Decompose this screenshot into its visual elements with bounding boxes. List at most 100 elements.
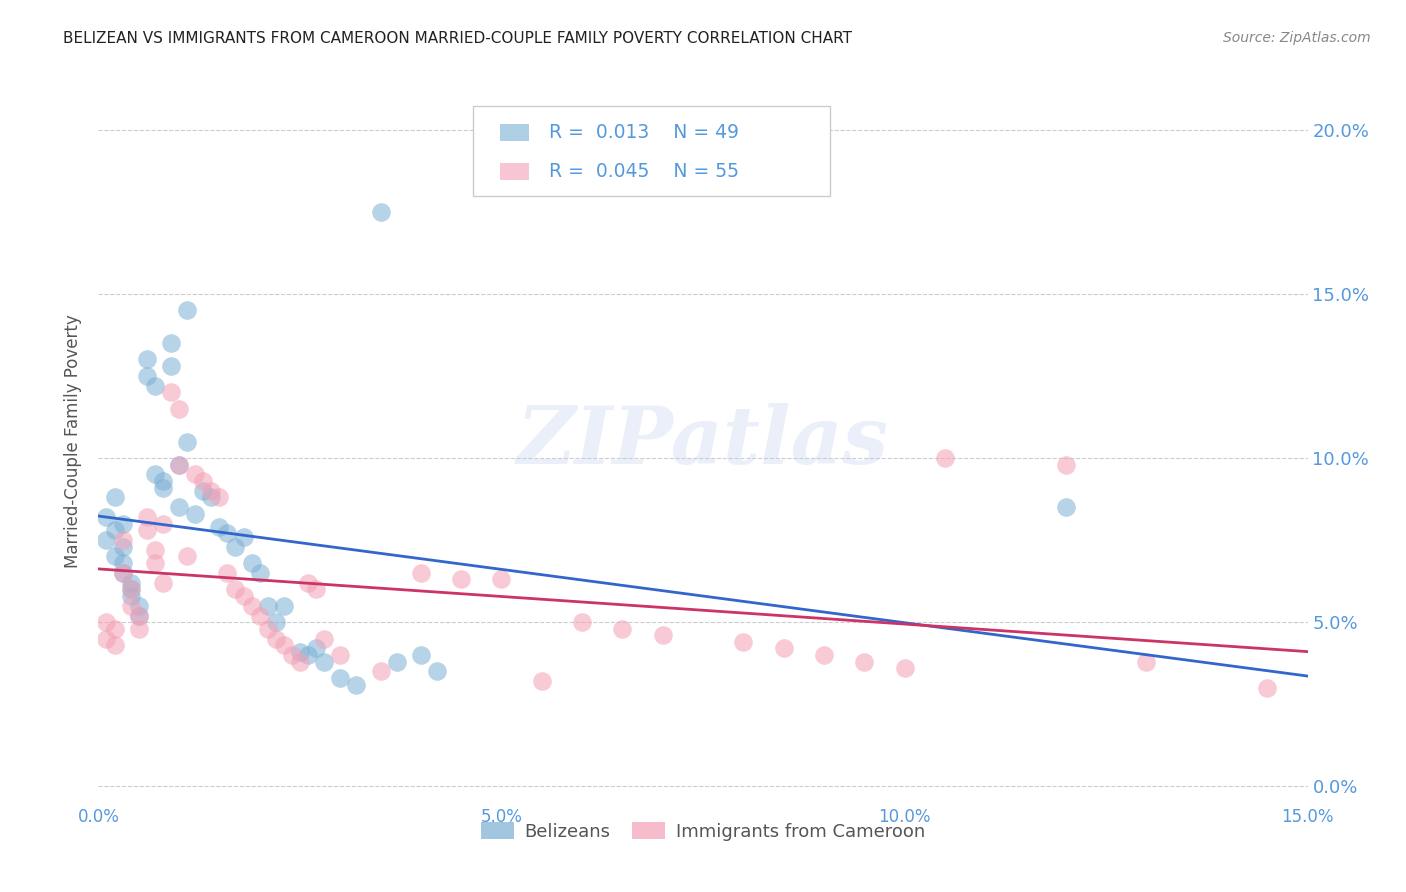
Point bbox=[370, 665, 392, 679]
Text: Source: ZipAtlas.com: Source: ZipAtlas.com bbox=[1223, 31, 1371, 45]
Point bbox=[217, 526, 239, 541]
Point bbox=[240, 599, 263, 613]
Text: R =  0.045    N = 55: R = 0.045 N = 55 bbox=[550, 162, 740, 181]
Point bbox=[167, 500, 190, 515]
Point bbox=[96, 533, 118, 547]
Point bbox=[853, 655, 876, 669]
Point bbox=[152, 516, 174, 531]
Point bbox=[1054, 458, 1077, 472]
FancyBboxPatch shape bbox=[501, 163, 529, 180]
Point bbox=[184, 467, 207, 482]
Point bbox=[329, 671, 352, 685]
Point bbox=[491, 573, 513, 587]
Point bbox=[135, 352, 157, 367]
Point bbox=[530, 674, 553, 689]
Point bbox=[281, 648, 304, 662]
Point bbox=[314, 632, 336, 646]
Point bbox=[135, 523, 157, 537]
Point bbox=[288, 645, 311, 659]
Point bbox=[772, 641, 794, 656]
Point bbox=[176, 434, 198, 449]
Point bbox=[297, 648, 319, 662]
Point bbox=[370, 204, 392, 219]
Point bbox=[305, 582, 328, 597]
Point bbox=[208, 520, 231, 534]
Point bbox=[426, 665, 449, 679]
Point bbox=[184, 507, 207, 521]
Point bbox=[176, 303, 198, 318]
Point bbox=[208, 491, 231, 505]
Point bbox=[571, 615, 593, 630]
Point bbox=[385, 655, 408, 669]
Point bbox=[111, 533, 134, 547]
Point bbox=[409, 566, 432, 580]
Point bbox=[160, 336, 183, 351]
Point bbox=[120, 582, 142, 597]
FancyBboxPatch shape bbox=[474, 105, 830, 196]
Point bbox=[103, 549, 125, 564]
Point bbox=[256, 599, 278, 613]
Point bbox=[256, 622, 278, 636]
Point bbox=[934, 450, 956, 465]
Point bbox=[111, 566, 134, 580]
Point bbox=[893, 661, 915, 675]
Point bbox=[193, 483, 215, 498]
Point bbox=[120, 582, 142, 597]
Point bbox=[167, 458, 190, 472]
Point bbox=[813, 648, 835, 662]
Point bbox=[176, 549, 198, 564]
Point bbox=[264, 632, 287, 646]
Point bbox=[344, 677, 367, 691]
Point bbox=[96, 632, 118, 646]
Point bbox=[314, 655, 336, 669]
Point bbox=[96, 615, 118, 630]
Point bbox=[193, 474, 215, 488]
Point bbox=[200, 483, 222, 498]
Point bbox=[1135, 655, 1157, 669]
Point bbox=[96, 510, 118, 524]
Point bbox=[409, 648, 432, 662]
Point bbox=[167, 401, 190, 416]
Point bbox=[240, 556, 263, 570]
Point bbox=[143, 556, 166, 570]
Point bbox=[120, 589, 142, 603]
Point bbox=[111, 556, 134, 570]
Point bbox=[103, 622, 125, 636]
Point bbox=[111, 566, 134, 580]
Point bbox=[200, 491, 222, 505]
Point bbox=[651, 628, 673, 642]
Point bbox=[224, 582, 246, 597]
Legend: Belizeans, Immigrants from Cameroon: Belizeans, Immigrants from Cameroon bbox=[474, 815, 932, 848]
Point bbox=[143, 467, 166, 482]
Point bbox=[128, 622, 150, 636]
Point bbox=[111, 516, 134, 531]
Point bbox=[128, 608, 150, 623]
Point bbox=[273, 599, 295, 613]
Point bbox=[264, 615, 287, 630]
Point bbox=[160, 385, 183, 400]
FancyBboxPatch shape bbox=[501, 124, 529, 141]
Point bbox=[450, 573, 472, 587]
Point bbox=[111, 540, 134, 554]
Point bbox=[143, 378, 166, 392]
Point bbox=[305, 641, 328, 656]
Point bbox=[120, 575, 142, 590]
Point bbox=[103, 523, 125, 537]
Y-axis label: Married-Couple Family Poverty: Married-Couple Family Poverty bbox=[65, 315, 83, 568]
Point bbox=[273, 638, 295, 652]
Point bbox=[103, 638, 125, 652]
Point bbox=[1256, 681, 1278, 695]
Point bbox=[249, 608, 271, 623]
Point bbox=[120, 599, 142, 613]
Point bbox=[224, 540, 246, 554]
Point bbox=[733, 635, 755, 649]
Point bbox=[1054, 500, 1077, 515]
Point bbox=[152, 575, 174, 590]
Point bbox=[217, 566, 239, 580]
Point bbox=[297, 575, 319, 590]
Point bbox=[152, 474, 174, 488]
Point bbox=[103, 491, 125, 505]
Point bbox=[249, 566, 271, 580]
Point bbox=[329, 648, 352, 662]
Point bbox=[143, 542, 166, 557]
